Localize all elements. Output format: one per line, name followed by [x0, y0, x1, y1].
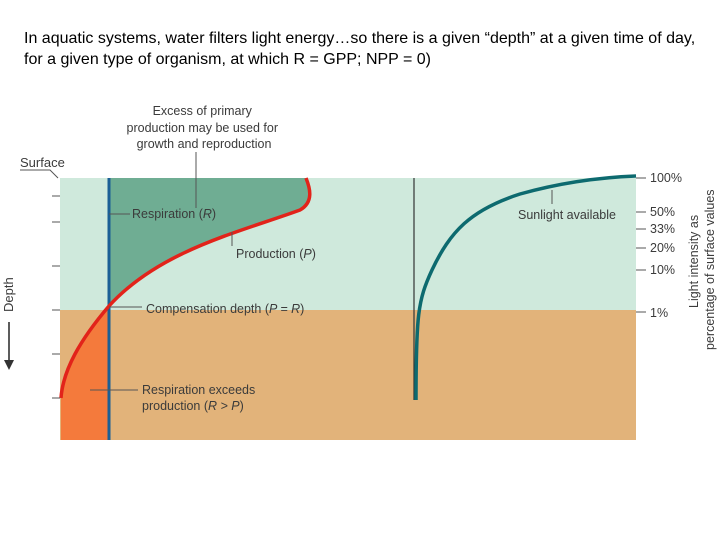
excess-label: Excess of primary production may be used…: [127, 104, 282, 151]
light-tick-label: 50%: [650, 205, 675, 219]
sunlight-label: Sunlight available: [518, 208, 616, 222]
depth-arrow-icon: [4, 360, 14, 370]
light-tick-label: 10%: [650, 263, 675, 277]
light-tick-label: 20%: [650, 241, 675, 255]
surface-leader-line: [20, 169, 59, 179]
excess-label-line-2: production may be used for: [127, 121, 278, 135]
depth-axis-label: Depth: [1, 277, 16, 312]
compensation-label: Compensation depth (P = R): [146, 302, 304, 316]
light-tick-label: 33%: [650, 222, 675, 236]
surface-label: Surface: [20, 155, 65, 170]
depth-ticks: [52, 195, 60, 399]
respiration-label: Respiration (R): [132, 207, 216, 221]
sunlight-curve: [414, 174, 637, 401]
light-tick-label: 100%: [650, 171, 682, 185]
production-label: Production (P): [236, 247, 316, 261]
aphotic-zone: [60, 310, 636, 440]
excess-label-line-1: Excess of primary: [153, 104, 253, 118]
excess-label-line-3: growth and reproduction: [137, 137, 272, 151]
light-axis-label: Light intensity as percentage of surface…: [687, 189, 717, 350]
slide-heading: In aquatic systems, water filters light …: [24, 30, 696, 68]
production-curve: [59, 177, 312, 399]
light-tick-label: 1%: [650, 306, 668, 320]
respiration-deficit-area: [61, 306, 109, 440]
exceeds-label: Respiration exceeds production (R > P): [142, 383, 259, 413]
light-ticks: [636, 177, 646, 313]
excess-production-area: [109, 178, 310, 306]
